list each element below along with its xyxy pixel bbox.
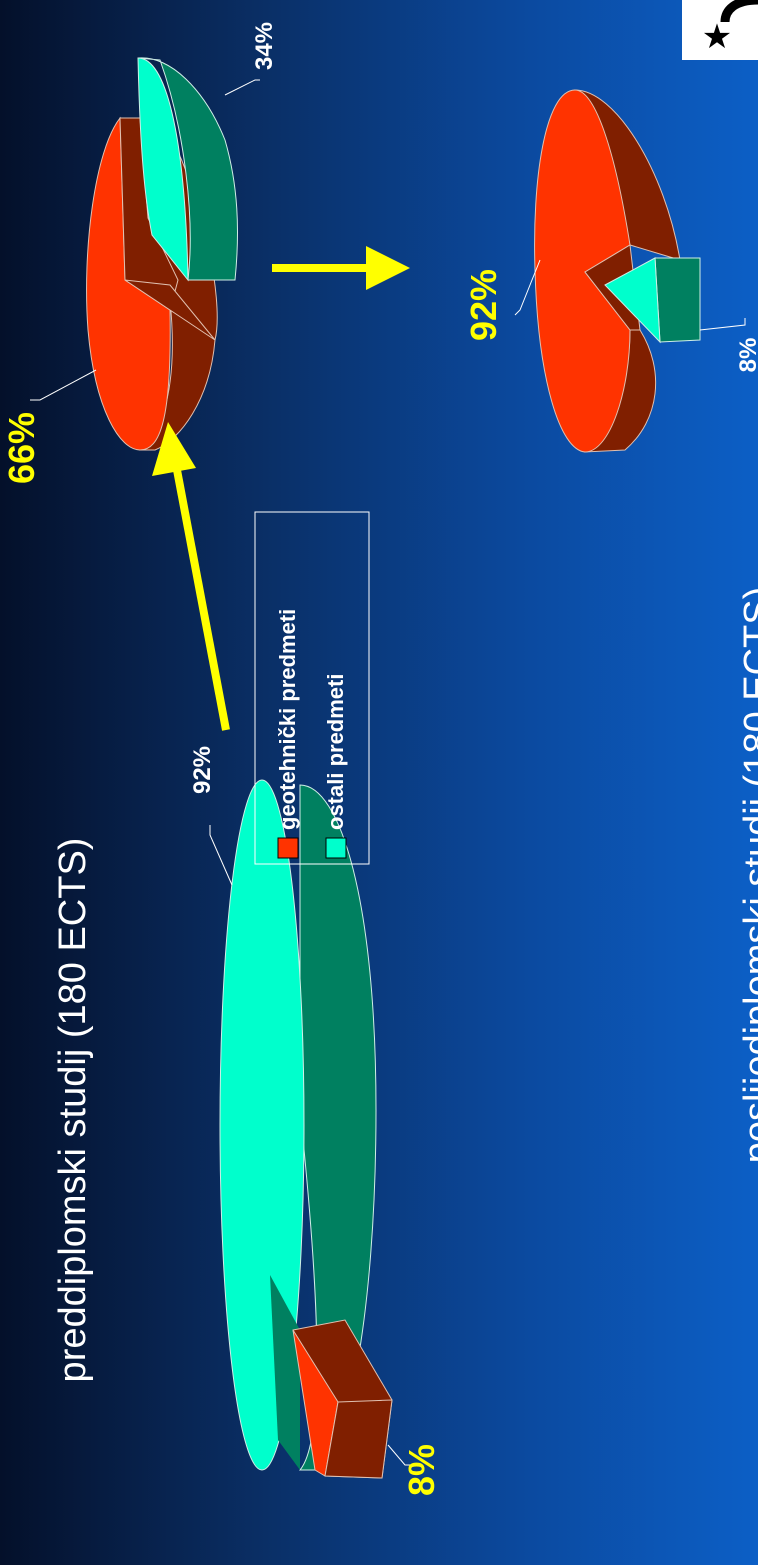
legend-label-ostali: ostali predmeti xyxy=(323,674,348,830)
pie2-leader-66 xyxy=(30,369,97,401)
pie3-leader-92 xyxy=(514,259,541,316)
pie-chart-undergrad: 92% 8% xyxy=(189,746,442,1496)
title-undergrad: preddiplomski studij (180 ECTS) xyxy=(52,838,94,1383)
logo-ring-icon xyxy=(720,0,758,23)
pie2-label-ostali: 34% xyxy=(251,22,278,70)
legend-label-geotehnicki: geotehnički predmeti xyxy=(275,609,300,830)
pie1-label-ostali: 92% xyxy=(189,746,216,794)
pie3-leader-8 xyxy=(699,318,746,331)
pie1-slice-ostali xyxy=(219,779,305,1471)
pie2-slice-ostali xyxy=(137,57,189,282)
pie3-label-geotehnicki: 92% xyxy=(463,269,504,341)
legend-swatch-ostali xyxy=(325,837,347,859)
pie1-slice-geotehnicki xyxy=(292,1319,393,1479)
pie-chart-middle: 66% 34% xyxy=(1,22,278,484)
legend-swatch-geotehnicki xyxy=(277,837,299,859)
pie1-leader-92 xyxy=(209,825,233,886)
pie-chart-grad: 92% 8% xyxy=(463,89,758,453)
pie1-leader-8 xyxy=(387,1444,412,1466)
pie2-label-geotehnicki: 66% xyxy=(1,412,42,484)
legend: geotehnički predmeti ostali predmeti xyxy=(254,511,370,865)
pie2-leader-34 xyxy=(224,79,260,96)
pie1-notch xyxy=(270,1275,300,1470)
pie3-slice-ostali xyxy=(604,257,701,344)
pie2-slice-geotehnicki xyxy=(86,116,171,451)
pie2-cut-face-2 xyxy=(124,279,216,341)
pie2-side-ostali xyxy=(137,57,239,281)
arrow-undergrad-to-middle xyxy=(152,422,230,731)
logo: ★ xyxy=(682,0,758,60)
pie3-slice-geotehnicki xyxy=(534,89,631,453)
title-grad: poslijediplomski studij (180 ECTS) xyxy=(737,587,758,1164)
arrow-middle-to-grad xyxy=(272,246,410,290)
logo-star-icon: ★ xyxy=(702,18,732,56)
logo-box xyxy=(682,0,758,60)
legend-frame xyxy=(254,511,370,865)
pie1-label-geotehnicki: 8% xyxy=(401,1444,442,1496)
pie3-label-ostali: 8% xyxy=(735,338,758,373)
